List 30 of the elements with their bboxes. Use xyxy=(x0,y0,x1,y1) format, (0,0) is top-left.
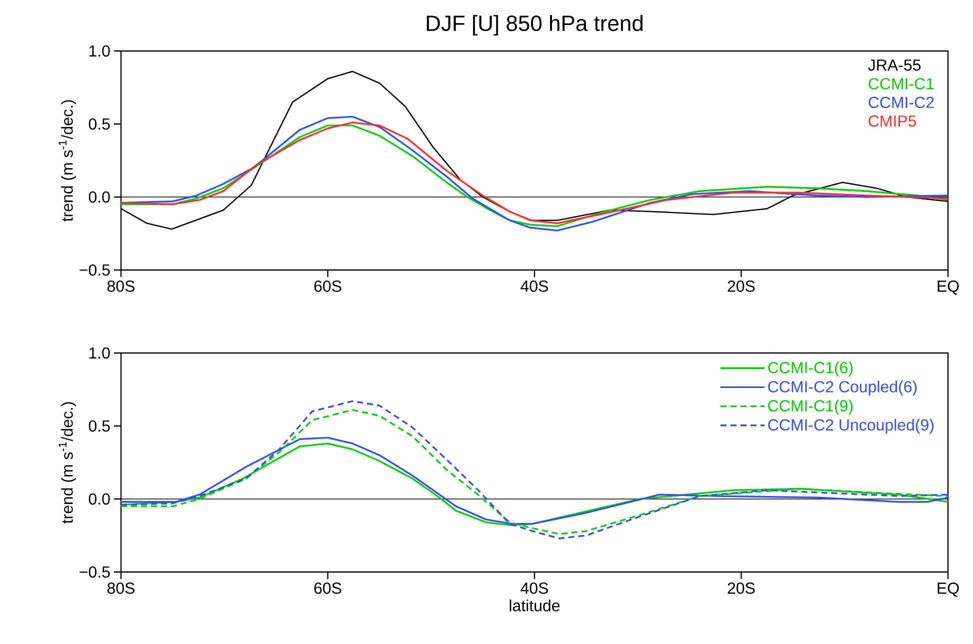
text: JRA-55 xyxy=(868,60,921,71)
y-tick-label: 0.5 xyxy=(88,118,110,130)
x-tick-label: 60S xyxy=(314,582,342,594)
x-tick-label: 40S xyxy=(520,280,548,292)
x-tick-label: EQ xyxy=(938,582,959,597)
y-tick-label: 0.0 xyxy=(88,191,110,203)
x-tick-label: 20S xyxy=(728,280,755,292)
y-tick-label: 0.5 xyxy=(88,420,110,432)
x-tick-label: 80S xyxy=(107,582,135,594)
y-axis-title: trend (m s$^{-1}$/dec.) xyxy=(58,100,76,222)
x-tick-label: 60S xyxy=(314,280,342,292)
text: CMIP5 xyxy=(868,115,916,127)
x-axis-title: latitude xyxy=(510,600,560,612)
y-tick-label: 1.0 xyxy=(89,45,110,57)
text: CCMI-C2 xyxy=(868,96,934,108)
chart-title: DJF [U] 850 hPa trend xyxy=(426,14,642,36)
x-tick-label: 40S xyxy=(520,582,548,594)
x-tick-label: 20S xyxy=(728,582,755,594)
y-tick-label: −0.5 xyxy=(80,264,110,276)
x-tick-label: 80S xyxy=(107,280,135,292)
legend-label: CCMI-C1(9) xyxy=(768,400,853,415)
text: CCMI-C1 xyxy=(868,78,934,90)
x-tick-label: EQ xyxy=(938,280,959,295)
legend-label: CCMI-C2 Coupled(6) xyxy=(768,380,917,396)
y-tick-label: 1.0 xyxy=(89,347,110,359)
y-tick-label: 0.0 xyxy=(88,493,110,505)
legend-label: CCMI-C2 Uncoupled(9) xyxy=(768,418,934,434)
y-axis-title: trend (m s$^{-1}$/dec.) xyxy=(58,402,76,524)
y-tick-label: −0.5 xyxy=(80,566,110,578)
legend-label: CCMI-C1(6) xyxy=(768,362,853,376)
